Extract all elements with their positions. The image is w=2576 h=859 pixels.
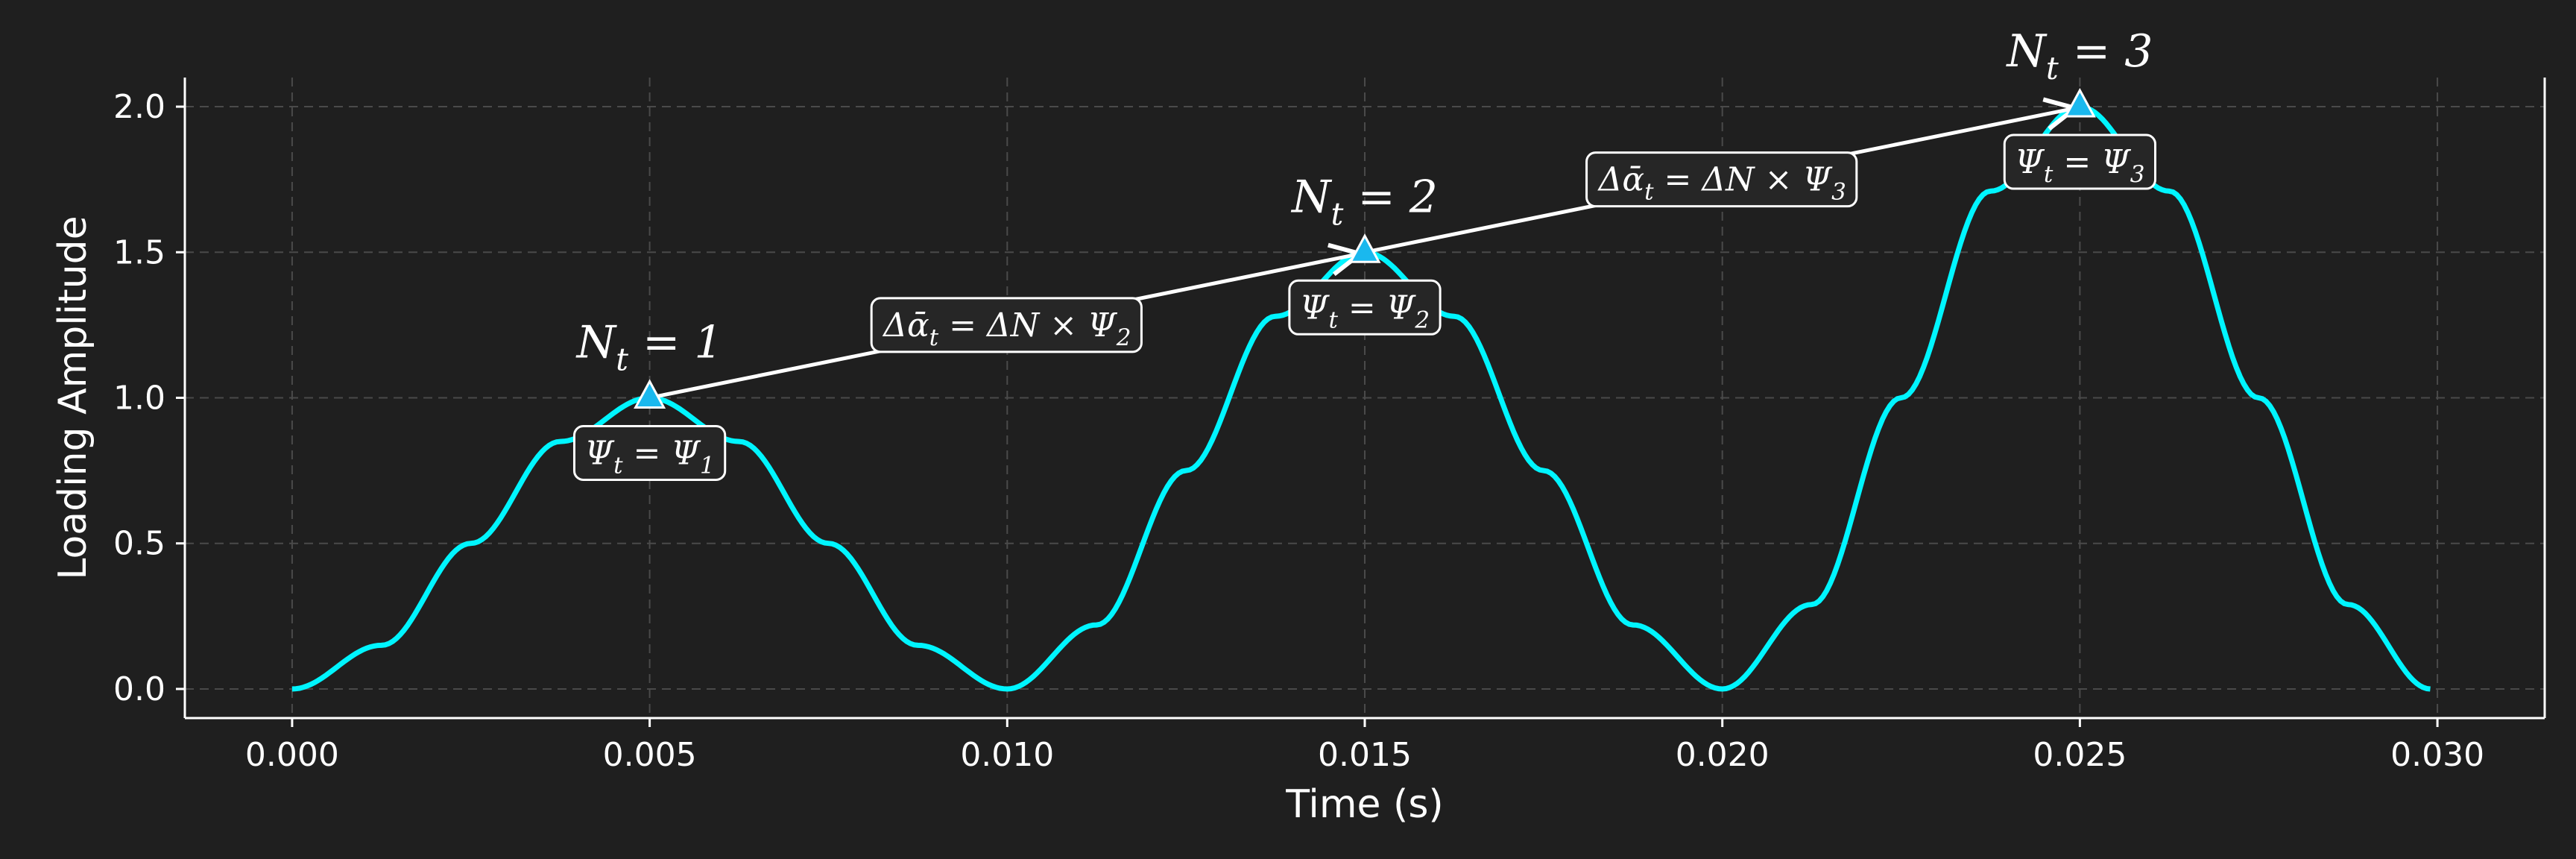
x-tick-label: 0.025 xyxy=(2033,736,2127,774)
increment-label-text: Δᾱt = ΔN × Ψ2 xyxy=(882,306,1131,351)
peak-value-label: Ψt = Ψ3 xyxy=(2003,133,2157,190)
x-tick-label: 0.030 xyxy=(2390,736,2484,774)
y-tick-label: 1.5 xyxy=(113,233,165,271)
peak-value-label-frame xyxy=(572,425,727,481)
peak-value-label-text: Ψt = Ψ1 xyxy=(584,435,714,479)
y-tick-label: 0.0 xyxy=(113,670,165,708)
peak-marker xyxy=(634,379,666,409)
peak-value-label: Ψt = Ψ2 xyxy=(1288,279,1442,336)
y-axis-label: Loading Amplitude xyxy=(51,215,95,579)
cycle-count-label: Nt = 2 xyxy=(1290,171,1438,232)
x-tick-label: 0.020 xyxy=(1676,736,1770,774)
increment-label-frame xyxy=(870,297,1143,353)
increment-label: Δᾱt = ΔN × Ψ2 xyxy=(870,297,1143,353)
peak-markers: Nt = 1 Nt = 2 Nt = 3 xyxy=(575,25,2153,409)
x-tick-label: 0.015 xyxy=(1318,736,1412,774)
increment-label-text: Δᾱt = ΔN × Ψ3 xyxy=(1597,161,1846,206)
peak-value-label-frame xyxy=(2003,133,2157,190)
increment-label: Δᾱt = ΔN × Ψ3 xyxy=(1585,151,1858,208)
y-tick-label: 2.0 xyxy=(113,88,165,126)
y-tick-label: 1.0 xyxy=(113,380,165,418)
cycle-count-label: Nt = 1 xyxy=(575,317,723,378)
increment-label-frame xyxy=(1585,151,1858,208)
peak-marker xyxy=(2063,87,2096,118)
y-tick-label: 0.5 xyxy=(113,525,165,563)
x-tick-label: 0.000 xyxy=(245,736,339,774)
axes: 0.000 0.005 0.010 0.015 0.020 0.025 0.030 0.0 0.… xyxy=(113,78,2546,774)
x-tick-label: 0.005 xyxy=(603,736,697,774)
annotations: Δᾱt = ΔN × Ψ2 Δᾱt = ΔN × Ψ3 Ψt = Ψ1 Ψt = Ψ2… xyxy=(572,108,2157,481)
peak-value-label-frame xyxy=(1288,279,1442,336)
cycle-count-label: Nt = 3 xyxy=(2005,25,2153,86)
peak-value-label: Ψt = Ψ1 xyxy=(572,425,727,481)
peak-value-label-text: Ψt = Ψ2 xyxy=(1300,289,1430,333)
x-axis-label: Time (s) xyxy=(1285,782,1443,827)
x-tick-label: 0.010 xyxy=(960,736,1054,774)
peak-marker xyxy=(1348,233,1381,263)
peak-value-label-text: Ψt = Ψ3 xyxy=(2015,143,2144,188)
